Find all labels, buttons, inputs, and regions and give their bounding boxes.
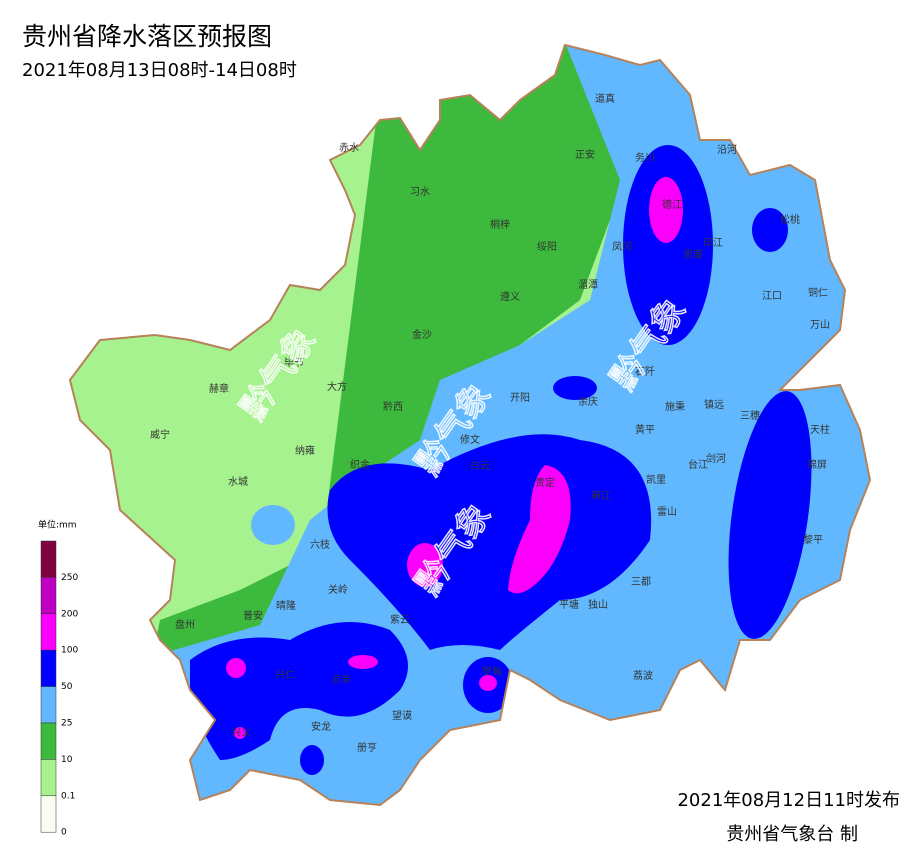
county-label: 务川 [635,151,655,164]
county-label: 凤冈 [612,241,632,253]
county-label: 凯里 [646,473,666,486]
county-label: 修文 [460,433,480,446]
legend-label: 0.1 [61,791,75,801]
county-label: 威宁 [150,428,170,441]
county-label: 印江 [703,237,723,249]
county-label: 遵义 [500,290,520,303]
county-label: 黔西 [383,400,403,413]
legend-label: 50 [61,682,73,692]
county-label: 纳雍 [295,444,315,457]
county-label: 荔波 [633,669,653,682]
legend-swatch [40,686,57,724]
county-label: 赤水 [339,142,359,154]
legend-swatch [40,759,57,797]
legend-label: 10 [61,755,73,765]
county-label: 普安 [243,609,263,622]
county-label: 湄潭 [578,279,598,291]
county-label: 剑河 [706,452,726,465]
county-label: 兴义 [231,727,251,739]
county-label: 册亨 [357,741,377,754]
county-label: 紫云 [390,614,410,626]
legend-label: 25 [61,719,72,729]
county-label: 天柱 [810,423,830,436]
county-label: 兴仁 [275,669,295,681]
county-label: 望谟 [392,709,412,722]
county-label: 德江 [662,198,682,211]
legend: 250 200 100 50 25 10 0.1 0 [40,540,78,838]
legend-swatch [40,577,57,615]
county-label: 雷山 [657,506,677,518]
county-label: 黎平 [803,533,823,546]
county-label: 大方 [327,380,347,393]
county-label: 织金 [350,458,370,471]
county-label: 沿河 [717,144,737,156]
legend-label: 100 [61,646,78,656]
county-label: 石阡 [635,366,655,378]
county-label: 安龙 [311,720,331,733]
agency: 贵州省气象台 制 [726,824,858,845]
county-label: 三都 [631,576,651,588]
county-label: 万山 [810,319,830,331]
county-label: 金沙 [412,328,432,341]
county-label: 余庆 [578,395,598,408]
legend-swatch [40,795,57,833]
county-label: 正安 [575,148,595,161]
county-label: 罗甸 [482,665,502,678]
county-label: 施秉 [665,400,685,413]
county-label: 思南 [683,248,703,261]
legend-swatch [40,540,57,578]
county-label: 独山 [588,598,608,611]
county-label: 晴隆 [276,599,296,612]
county-label: 白云 [470,459,490,472]
legend-label: 250 [61,573,78,583]
county-label: 铜仁 [808,287,828,299]
county-label: 水城 [228,476,248,488]
county-label: 黄平 [635,423,655,436]
legend-unit: 单位:mm [38,519,77,531]
county-label: 六枝 [310,538,330,551]
legend-swatch [40,649,57,687]
county-label: 锦屏 [807,458,827,471]
county-label: 江口 [762,290,782,302]
county-label: 关岭 [328,583,348,596]
county-label: 毕节 [284,356,304,369]
issue-time: 2021年08月12日11时发布 [677,790,900,811]
county-label: 道真 [595,92,615,105]
county-label: 赫章 [209,382,229,395]
county-label: 习水 [410,186,430,198]
county-label: 平塘 [559,598,579,611]
county-label: 绥阳 [537,241,557,253]
legend-label: 0 [61,828,67,838]
county-label: 桐梓 [490,218,510,231]
county-label: 松桃 [780,213,800,226]
county-label: 贞丰 [331,673,351,686]
county-label: 镇远 [704,398,724,411]
county-label: 台江 [688,458,708,471]
legend-swatch [40,613,57,651]
county-label: 盘州 [175,618,195,631]
title: 贵州省降水落区预报图 [22,22,272,51]
county-label: 三穗 [740,409,760,422]
legend-label: 200 [61,609,78,619]
legend-swatch [40,722,57,760]
county-label: 贵定 [535,476,555,489]
subtitle: 2021年08月13日08时-14日08时 [22,60,297,81]
county-label: 麻江 [591,489,611,502]
county-label: 开阳 [510,392,530,404]
